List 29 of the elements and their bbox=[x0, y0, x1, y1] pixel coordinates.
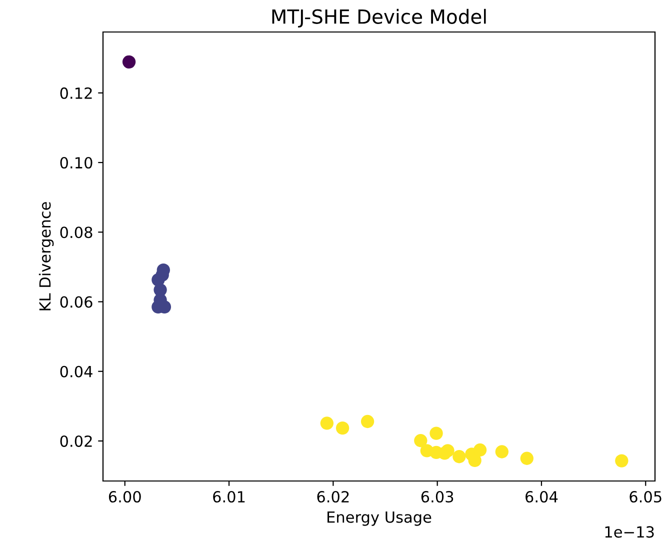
point bbox=[430, 426, 443, 440]
point bbox=[336, 422, 350, 435]
x-tick-label: 6.03 bbox=[421, 490, 454, 503]
y-tick-label: 0.04 bbox=[60, 366, 92, 378]
chart-title: MTJ-SHE Device Model bbox=[272, 8, 486, 28]
point bbox=[520, 452, 534, 465]
x-tick-label: 6.01 bbox=[213, 490, 245, 503]
point bbox=[441, 444, 454, 458]
point bbox=[452, 450, 466, 464]
point bbox=[152, 273, 165, 286]
y-tick-label: 0.10 bbox=[60, 156, 92, 169]
x-tick-label: 6.02 bbox=[317, 490, 349, 503]
point bbox=[615, 454, 628, 468]
point bbox=[360, 414, 374, 428]
point bbox=[414, 434, 428, 448]
point bbox=[122, 55, 136, 69]
y-tick-label: 0.02 bbox=[60, 435, 92, 447]
point bbox=[495, 445, 508, 458]
y-tick-label: 0.12 bbox=[60, 87, 92, 99]
x-tick-label: 6.05 bbox=[630, 490, 662, 503]
x-tick-label: 6.00 bbox=[108, 490, 141, 503]
x-tick-label: 6.04 bbox=[526, 490, 558, 503]
point bbox=[320, 416, 334, 430]
point bbox=[473, 443, 487, 457]
y-tick-label: 0.06 bbox=[60, 296, 92, 308]
text: 1e−13 bbox=[605, 526, 654, 538]
x-axis-title: Energy Usage bbox=[328, 512, 432, 526]
y-tick-label: 0.08 bbox=[60, 226, 92, 238]
y-axis-title: KL Divergence bbox=[38, 202, 54, 310]
